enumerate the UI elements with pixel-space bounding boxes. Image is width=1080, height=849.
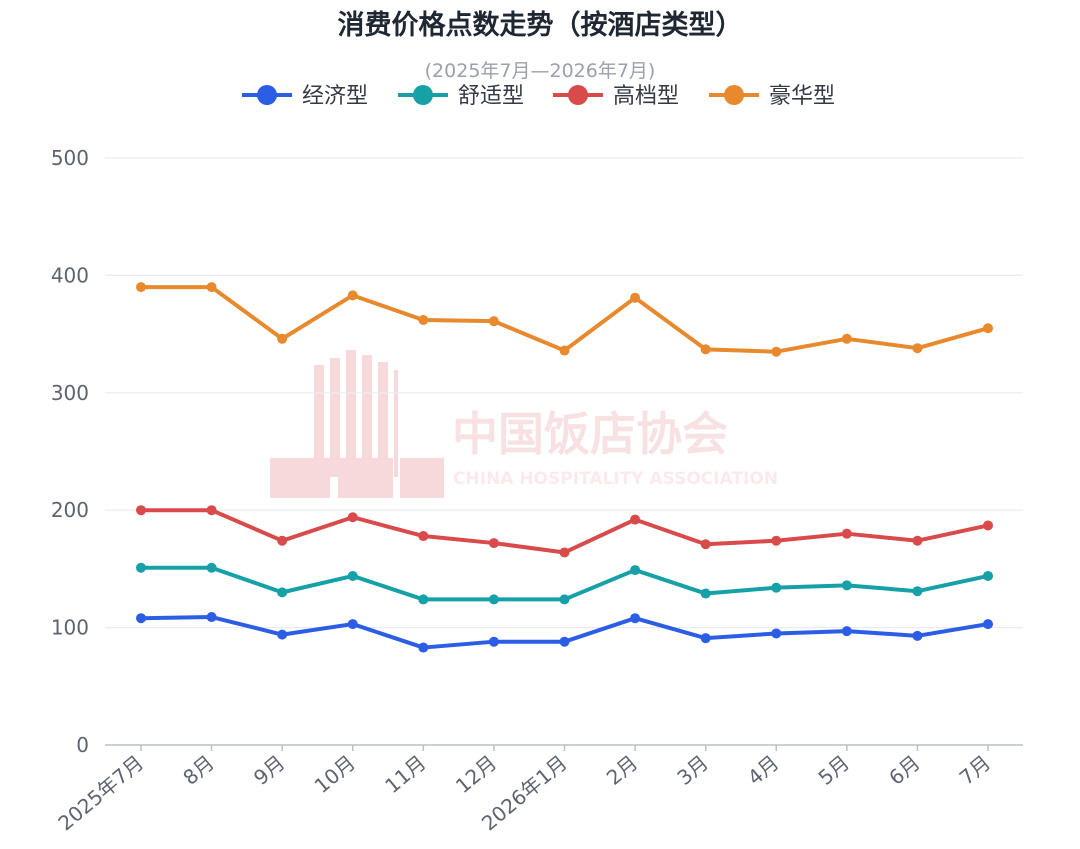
legend-label: 经济型 (302, 84, 368, 109)
x-tick-label: 12月 (451, 750, 501, 798)
data-point[interactable] (347, 570, 358, 581)
data-point[interactable] (136, 505, 146, 516)
legend-item[interactable]: 经济型 (242, 84, 368, 109)
data-point[interactable] (347, 619, 358, 630)
data-point[interactable] (912, 343, 923, 354)
data-point[interactable] (206, 505, 217, 516)
watermark-name-cn: 中国饭店协会 (452, 407, 728, 461)
data-point[interactable] (559, 345, 570, 356)
data-point[interactable] (277, 587, 288, 598)
series-3 (136, 282, 993, 357)
data-point[interactable] (630, 514, 641, 525)
x-tick-label: 11月 (380, 750, 430, 798)
legend-marker-icon (568, 85, 588, 105)
data-point[interactable] (841, 626, 852, 637)
data-point[interactable] (771, 535, 782, 546)
data-point[interactable] (841, 580, 852, 591)
data-point[interactable] (136, 613, 146, 624)
y-tick-label: 0 (76, 733, 89, 757)
legend-label: 舒适型 (458, 84, 524, 109)
y-tick-label: 500 (51, 146, 89, 170)
data-point[interactable] (912, 586, 923, 597)
x-tick-label: 6月 (884, 750, 925, 789)
legend: 经济型 舒适型 高档型 豪华型 (242, 84, 835, 109)
legend-item[interactable]: 豪华型 (709, 84, 835, 109)
series-0 (136, 612, 993, 653)
data-point[interactable] (771, 582, 782, 593)
y-axis: 0 100 200 300 400 500 (51, 146, 89, 757)
data-point[interactable] (559, 594, 570, 605)
data-point[interactable] (983, 619, 993, 630)
data-point[interactable] (418, 531, 429, 542)
watermark-building-icon (270, 350, 444, 498)
legend-item[interactable]: 舒适型 (398, 84, 524, 109)
legend-item[interactable]: 高档型 (553, 84, 679, 109)
data-point[interactable] (841, 528, 852, 539)
data-point[interactable] (630, 613, 641, 624)
x-tick-label: 10月 (310, 750, 360, 798)
data-point[interactable] (559, 636, 570, 647)
data-point[interactable] (488, 538, 499, 549)
data-point[interactable] (912, 535, 923, 546)
x-tick-label: 7月 (955, 750, 996, 789)
y-tick-label: 100 (51, 616, 89, 640)
data-point[interactable] (630, 292, 641, 303)
data-point[interactable] (841, 333, 852, 344)
data-point[interactable] (630, 565, 641, 576)
data-point[interactable] (277, 629, 288, 640)
chart-title: 消费价格点数走势（按酒店类型） (338, 9, 743, 41)
x-tick-label: 8月 (178, 750, 219, 789)
data-point[interactable] (347, 290, 358, 301)
data-point[interactable] (983, 323, 993, 334)
x-tick-label: 2月 (602, 750, 643, 789)
y-tick-label: 200 (51, 498, 89, 522)
data-point[interactable] (700, 633, 711, 644)
data-point[interactable] (983, 520, 993, 531)
data-point[interactable] (912, 630, 923, 641)
data-point[interactable] (700, 344, 711, 355)
x-tick-label: 2025年7月 (53, 750, 148, 835)
legend-marker-icon (257, 85, 277, 105)
data-point[interactable] (559, 547, 570, 558)
x-tick-label: 5月 (814, 750, 855, 789)
data-point[interactable] (136, 282, 146, 293)
series-layer (136, 282, 993, 653)
series-line (139, 508, 990, 555)
data-point[interactable] (206, 612, 217, 623)
data-point[interactable] (983, 570, 993, 581)
data-point[interactable] (700, 588, 711, 599)
data-point[interactable] (418, 594, 429, 605)
chart-subtitle: (2025年7月—2026年7月) (425, 60, 656, 82)
series-2 (136, 505, 993, 558)
watermark-name-en: CHINA HOSPITALITY ASSOCIATION (453, 469, 778, 489)
legend-marker-icon (413, 85, 433, 105)
data-point[interactable] (206, 562, 217, 573)
y-tick-label: 300 (51, 381, 89, 405)
y-tick-label: 400 (51, 263, 89, 287)
data-point[interactable] (488, 316, 499, 327)
legend-marker-icon (724, 85, 744, 105)
series-line (139, 285, 990, 354)
series-1 (136, 562, 993, 605)
data-point[interactable] (347, 512, 358, 523)
data-point[interactable] (418, 315, 429, 326)
x-tick-label: 4月 (743, 750, 784, 789)
data-point[interactable] (206, 282, 217, 293)
data-point[interactable] (136, 562, 146, 573)
data-point[interactable] (700, 539, 711, 550)
watermark-logo: 中国饭店协会 CHINA HOSPITALITY ASSOCIATION (270, 350, 778, 498)
data-point[interactable] (277, 535, 288, 546)
legend-label: 高档型 (613, 84, 679, 109)
data-point[interactable] (418, 642, 429, 653)
data-point[interactable] (771, 346, 782, 357)
x-tick-label: 9月 (249, 750, 290, 789)
data-point[interactable] (488, 636, 499, 647)
legend-label: 豪华型 (769, 84, 835, 109)
data-point[interactable] (488, 594, 499, 605)
data-point[interactable] (771, 628, 782, 639)
x-tick-label: 3月 (672, 750, 713, 789)
data-point[interactable] (277, 333, 288, 344)
